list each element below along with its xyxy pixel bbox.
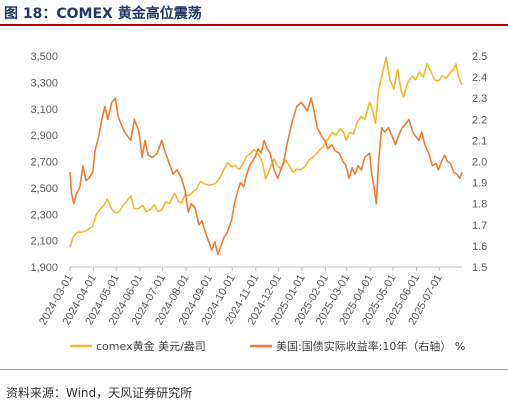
y-left-tick-label: 2,900 (30, 130, 58, 142)
y-right-tick-label: 2.3 (472, 93, 487, 105)
y-right-tick-label: 2.4 (472, 72, 487, 84)
chart-svg: 1,900 2,100 2,300 2,500 2,700 2,900 3,100 3,300… (30, 51, 487, 353)
y-left-tick-label: 1,900 (30, 262, 58, 274)
y-right-tick-label: 1.5 (472, 262, 487, 274)
y-left-tick-label: 2,100 (30, 236, 58, 248)
title-rule (0, 24, 508, 26)
y-left-tick-label: 3,100 (30, 104, 58, 116)
gold-price-line (69, 56, 463, 248)
y-left-tick-label: 2,500 (30, 183, 58, 195)
legend: comex黄金 美元/盎司 美国:国债实际收益率:10年（右轴） % (70, 339, 465, 353)
x-axis: 2024-03-012024-04-012024-05-012024-06-01… (37, 267, 445, 327)
series-layer (69, 56, 463, 256)
y-right-tick-label: 2.0 (472, 157, 487, 169)
y-right-tick-label: 1.8 (472, 199, 487, 211)
y-left-axis: 1,900 2,100 2,300 2,500 2,700 2,900 3,100 3,300… (30, 51, 58, 274)
legend-label: 美国:国债实际收益率:10年（右轴） % (276, 339, 465, 353)
legend-label: comex黄金 美元/盎司 (96, 339, 206, 353)
source-note: 资料来源：Wind，天风证券研究所 (6, 386, 193, 400)
y-right-tick-label: 1.7 (472, 220, 487, 232)
source-rule (0, 369, 508, 370)
y-left-tick-label: 2,300 (30, 209, 58, 221)
y-right-tick-label: 1.6 (472, 241, 487, 253)
figure-title: 图 18：COMEX 黄金高位震荡 (4, 6, 202, 22)
y-right-tick-label: 1.9 (472, 178, 487, 190)
y-right-axis: 1.5 1.6 1.7 1.8 1.9 2.0 2.1 2.2 2.3 2.4 2.5 (472, 51, 487, 274)
y-left-tick-label: 3,300 (30, 77, 58, 89)
y-left-tick-label: 2,700 (30, 157, 58, 169)
y-right-tick-label: 2.1 (472, 135, 487, 147)
real-yield-line (69, 97, 463, 256)
y-right-tick-label: 2.2 (472, 114, 487, 126)
y-right-tick-label: 2.5 (472, 51, 487, 63)
y-left-tick-label: 3,500 (30, 51, 58, 63)
